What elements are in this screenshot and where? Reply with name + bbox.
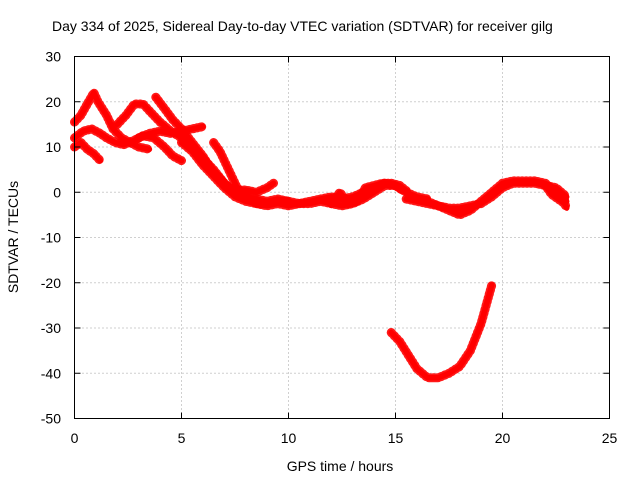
y-tick-label: -50 (41, 411, 61, 427)
data-series-s6-markers (134, 122, 208, 143)
y-tick-label: -10 (41, 230, 61, 246)
x-tick-label: 25 (602, 430, 618, 446)
x-tick-label: 15 (388, 430, 404, 446)
x-tick-labels: 0 5 10 15 20 25 (71, 430, 618, 446)
x-axis-label: GPS time / hours (287, 458, 394, 474)
chart-title: Day 334 of 2025, Sidereal Day-to-day VTE… (52, 18, 553, 34)
data-series-s3-markers (70, 138, 105, 166)
y-tick-label: -40 (41, 365, 61, 381)
axis-ticks (74, 56, 610, 419)
x-tick-label: 0 (71, 430, 79, 446)
y-tick-label: 30 (45, 49, 61, 65)
x-tick-label: 10 (281, 430, 297, 446)
data-series-s12-markers (540, 181, 572, 213)
y-tick-label: 0 (53, 184, 61, 200)
y-tick-label: 10 (45, 139, 61, 155)
data-series-s9-markers (326, 178, 413, 209)
y-axis-label: SDTVAR / TECUs (5, 181, 21, 293)
data-series-s13-markers (386, 280, 497, 383)
x-tick-label: 5 (178, 430, 186, 446)
data-series-group (70, 88, 572, 383)
x-tick-label: 20 (495, 430, 511, 446)
y-tick-labels: -50 -40 -30 -20 -10 0 10 20 30 (41, 49, 61, 427)
y-tick-label: -20 (41, 275, 61, 291)
grid-lines (74, 56, 610, 419)
y-tick-label: 20 (45, 94, 61, 110)
data-series-s2-markers (70, 124, 186, 166)
y-tick-label: -30 (41, 320, 61, 336)
